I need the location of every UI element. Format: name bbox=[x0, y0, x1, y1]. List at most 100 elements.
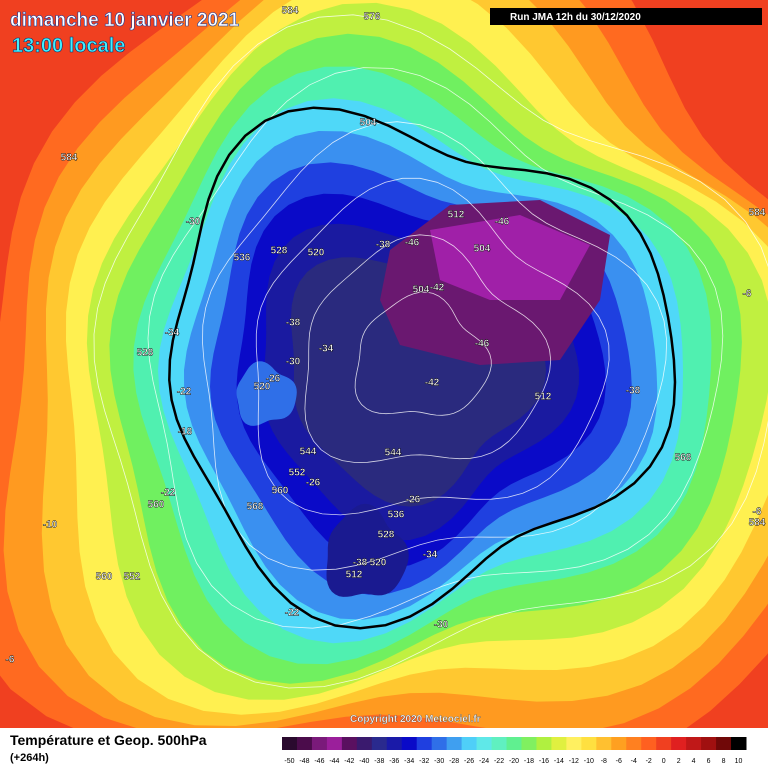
cold-core bbox=[430, 215, 590, 300]
colorbar-swatch bbox=[461, 737, 478, 750]
colorbar-label: -50 bbox=[284, 758, 294, 765]
colorbar-swatch bbox=[596, 737, 612, 750]
footer-lead: (+264h) bbox=[10, 752, 49, 764]
map-label: -18 bbox=[178, 427, 193, 438]
colorbar-label: -10 bbox=[584, 758, 594, 765]
map-label: 520 bbox=[370, 558, 387, 569]
map-label: 536 bbox=[388, 510, 405, 521]
map-label: -26 bbox=[266, 374, 281, 385]
colorbar-swatch bbox=[506, 737, 522, 750]
colorbar-label: -46 bbox=[314, 758, 324, 765]
colorbar-label: -14 bbox=[554, 758, 564, 765]
map-label: 568 bbox=[675, 453, 692, 464]
colorbar-swatch bbox=[536, 737, 552, 750]
colorbar-swatch bbox=[371, 737, 388, 750]
colorbar-label: -44 bbox=[329, 758, 339, 765]
colorbar-swatch bbox=[431, 737, 448, 750]
colorbar-label: -48 bbox=[299, 758, 309, 765]
colorbar-label: -4 bbox=[631, 758, 637, 765]
map-label: 536 bbox=[234, 253, 251, 264]
map-label: 560 bbox=[272, 486, 289, 497]
map-label: 552 bbox=[289, 468, 306, 479]
map-label: -30 bbox=[286, 357, 301, 368]
map-label: 504 bbox=[413, 285, 430, 296]
map-label: -22 bbox=[285, 608, 300, 619]
cold-pocket bbox=[326, 503, 409, 597]
colorbar-label: 6 bbox=[707, 758, 711, 765]
colorbar-label: -8 bbox=[601, 758, 607, 765]
map-title: dimanche 10 janvier 2021 bbox=[10, 10, 240, 31]
map-label: -46 bbox=[495, 217, 510, 228]
copyright: Copyright 2020 Meteociel.fr bbox=[350, 714, 481, 725]
colorbar-label: -36 bbox=[389, 758, 399, 765]
map-label: 584 bbox=[749, 518, 766, 529]
colorbar-swatch bbox=[416, 737, 433, 750]
colorbar-label: -28 bbox=[449, 758, 459, 765]
map-label: -6 bbox=[743, 289, 752, 300]
colorbar-label: -30 bbox=[434, 758, 444, 765]
colorbar-swatch bbox=[641, 737, 657, 750]
colorbar-swatch bbox=[686, 737, 702, 750]
map-label: 552 bbox=[124, 572, 141, 583]
colorbar-label: -12 bbox=[569, 758, 579, 765]
colorbar-swatch bbox=[446, 737, 463, 750]
colorbar-swatch bbox=[701, 737, 717, 750]
map-label: 576 bbox=[364, 12, 381, 23]
map-label: -46 bbox=[405, 238, 420, 249]
cold-pocket bbox=[236, 361, 297, 426]
map-label: -22 bbox=[177, 387, 192, 398]
contour bbox=[202, 121, 668, 571]
run-box bbox=[490, 8, 762, 25]
colorbar-swatch bbox=[716, 737, 732, 750]
colorbar-swatch bbox=[581, 737, 597, 750]
colorbar-swatch bbox=[341, 737, 358, 750]
map-label: 520 bbox=[308, 248, 325, 259]
map-label: 528 bbox=[271, 246, 288, 257]
colorbar-label: -16 bbox=[539, 758, 549, 765]
contour bbox=[93, 14, 768, 689]
map-label: 584 bbox=[61, 153, 78, 164]
colorbar-label: -24 bbox=[479, 758, 489, 765]
colorbar-swatch bbox=[311, 737, 328, 750]
colorbar-label: -34 bbox=[404, 758, 414, 765]
map-label: 544 bbox=[385, 448, 402, 459]
colorbar-label: 4 bbox=[692, 758, 696, 765]
map-label: -38 bbox=[286, 318, 301, 329]
map-label: 560 bbox=[96, 572, 113, 583]
colorbar-label: -20 bbox=[509, 758, 519, 765]
colorbar-swatch bbox=[566, 737, 582, 750]
colorbar-label: -32 bbox=[419, 758, 429, 765]
map-label: 504 bbox=[474, 244, 491, 255]
map-label: 512 bbox=[346, 570, 363, 581]
contour bbox=[354, 291, 492, 416]
colorbar-swatch bbox=[521, 737, 537, 750]
colorbar-swatch bbox=[611, 737, 627, 750]
map-label: -34 bbox=[423, 550, 438, 561]
footer-title: Température et Geop. 500hPa bbox=[10, 732, 207, 748]
colorbar-label: -42 bbox=[344, 758, 354, 765]
map-label: -26 bbox=[406, 495, 421, 506]
map-label: 512 bbox=[535, 392, 552, 403]
colorbar-swatch bbox=[476, 737, 493, 750]
colorbar-label: 2 bbox=[677, 758, 681, 765]
map-label: -42 bbox=[430, 283, 445, 294]
map-label: 512 bbox=[448, 210, 465, 221]
colorbar-label: 10 bbox=[735, 758, 743, 765]
run-label: Run JMA 12h du 30/12/2020 bbox=[510, 12, 641, 23]
colorbar-swatch bbox=[671, 737, 687, 750]
map-label: -38 bbox=[626, 386, 641, 397]
colorbar-swatch bbox=[386, 737, 403, 750]
colorbar-label: 8 bbox=[722, 758, 726, 765]
map-label: -46 bbox=[475, 339, 490, 350]
map-label: -10 bbox=[43, 520, 58, 531]
colorbar-swatch bbox=[491, 737, 508, 750]
map-label: 560 bbox=[148, 500, 165, 511]
colorbar-label: -40 bbox=[359, 758, 369, 765]
map-label: 544 bbox=[300, 447, 317, 458]
colorbar-swatch bbox=[296, 737, 313, 750]
contour bbox=[255, 177, 610, 516]
colorbar-label: -38 bbox=[374, 758, 384, 765]
colorbar-swatch bbox=[731, 737, 747, 750]
map-label: -42 bbox=[425, 378, 440, 389]
